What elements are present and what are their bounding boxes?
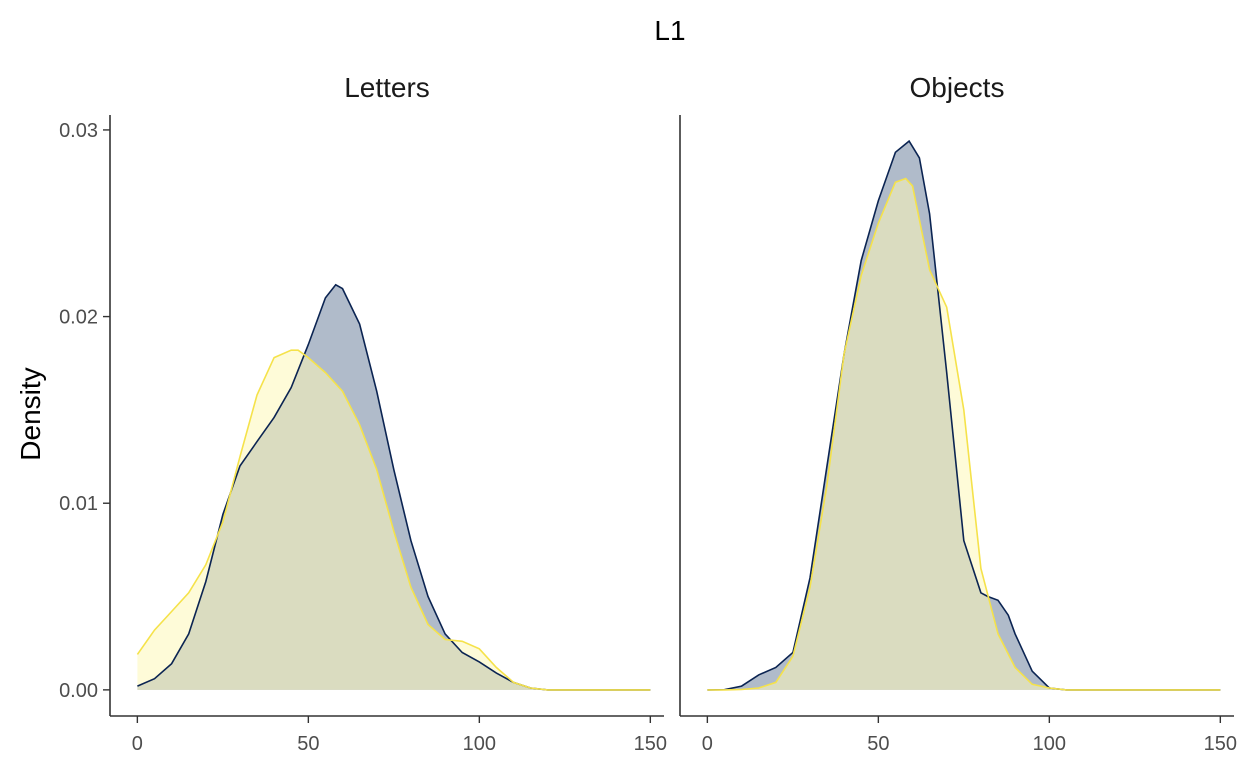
density-line-2 — [707, 177, 1221, 691]
x-tick-label: 0 — [702, 733, 713, 755]
x-tick-label: 150 — [1204, 733, 1237, 755]
panel-strip-label: Objects — [910, 72, 1005, 103]
panel-strip-label: Letters — [344, 72, 430, 103]
y-tick-label: 0.03 — [59, 120, 98, 142]
x-tick-label: 100 — [1033, 733, 1066, 755]
x-tick-label: 0 — [132, 733, 143, 755]
x-tick-label: 150 — [634, 733, 667, 755]
panel-letters: Letters 0 50 100 150 0.00 0.01 0.02 0.03 — [59, 72, 667, 755]
density-line-2 — [136, 349, 651, 691]
y-tick-label: 0.01 — [59, 493, 98, 515]
y-tick-label: 0.02 — [59, 307, 98, 329]
x-tick-label: 50 — [297, 733, 319, 755]
x-tick-label: 50 — [867, 733, 889, 755]
y-axis-title: Density — [15, 367, 46, 460]
x-tick-label: 100 — [463, 733, 496, 755]
density-area-2 — [137, 350, 651, 690]
y-tick-label: 0.00 — [59, 680, 98, 702]
chart-title: L1 — [654, 15, 685, 46]
panel-objects: Objects 0 50 100 150 — [679, 72, 1237, 755]
density-area-2 — [707, 178, 1221, 690]
